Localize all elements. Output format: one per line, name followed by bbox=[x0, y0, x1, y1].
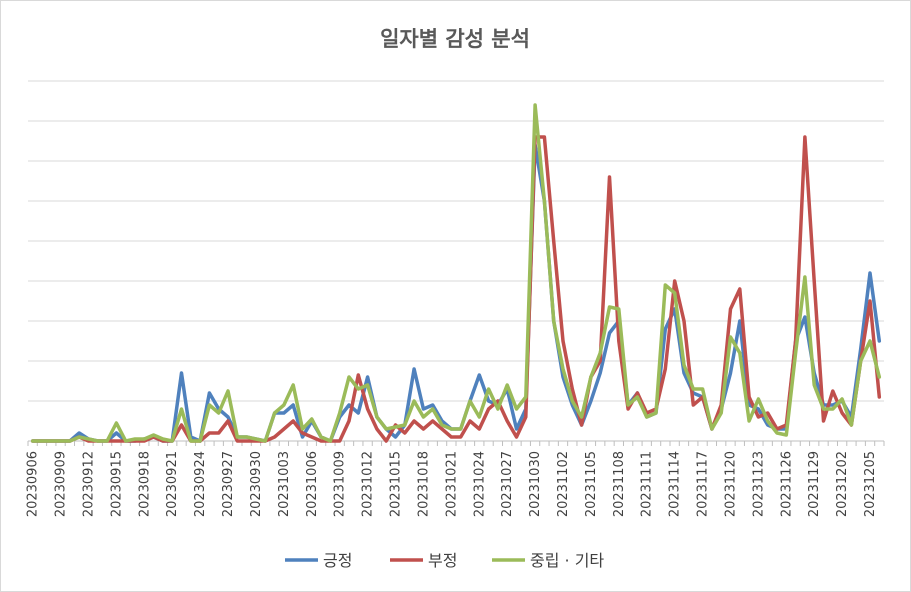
x-tick-label: 20231102 bbox=[556, 451, 571, 517]
series-lines bbox=[30, 103, 882, 443]
x-tick-label: 20231024 bbox=[472, 451, 487, 517]
x-tick-label: 20231027 bbox=[500, 451, 515, 517]
legend: 긍정 부정 중립 · 기타 bbox=[285, 551, 604, 570]
x-tick-label: 20231114 bbox=[668, 451, 683, 517]
legend-label-3: 중립 · 기타 bbox=[530, 551, 604, 570]
x-tick-label: 20230912 bbox=[81, 451, 96, 517]
legend-label-1: 긍정 bbox=[323, 551, 352, 570]
x-tick-label: 20230930 bbox=[249, 451, 264, 517]
x-tick-label: 20231108 bbox=[612, 451, 627, 517]
legend-label-2: 부정 bbox=[428, 551, 457, 570]
x-tick-label: 20230921 bbox=[165, 451, 180, 517]
x-tick-label: 20231205 bbox=[863, 451, 878, 517]
x-tick-label: 20230918 bbox=[137, 451, 152, 517]
chart-title: 일자별 감성 분석 bbox=[380, 27, 530, 51]
x-tick-label: 20231129 bbox=[807, 451, 822, 517]
x-tick-label: 20231105 bbox=[584, 451, 599, 517]
x-tick-label: 20230906 bbox=[26, 451, 41, 517]
x-tick-label: 20231117 bbox=[696, 451, 711, 517]
x-tick-label: 20231012 bbox=[361, 451, 376, 517]
series-line-3 bbox=[30, 103, 882, 443]
x-tick-label: 20230924 bbox=[193, 451, 208, 517]
x-tick-label: 20231015 bbox=[389, 451, 404, 517]
x-tick-label: 20231018 bbox=[416, 451, 431, 517]
x-tick-label: 20230915 bbox=[109, 451, 124, 517]
x-tick-label: 20230927 bbox=[221, 451, 236, 517]
x-tick-label: 20231009 bbox=[333, 451, 348, 517]
x-tick-label: 20231030 bbox=[528, 451, 543, 517]
x-tick-label: 20231202 bbox=[835, 451, 850, 517]
x-tick-label: 20231021 bbox=[444, 451, 459, 517]
x-tick-label: 20231111 bbox=[640, 451, 655, 517]
x-tick-label: 20231126 bbox=[779, 451, 794, 517]
x-tick-label: 20231123 bbox=[751, 451, 766, 517]
x-axis-ticks: 20230906 20230909 20230912 20230915 20230918… bbox=[26, 441, 885, 517]
x-tick-label: 20231006 bbox=[305, 451, 320, 517]
x-tick-label: 20231120 bbox=[723, 451, 738, 517]
x-tick-label: 20231003 bbox=[277, 451, 292, 517]
x-tick-label: 20230909 bbox=[54, 451, 69, 517]
